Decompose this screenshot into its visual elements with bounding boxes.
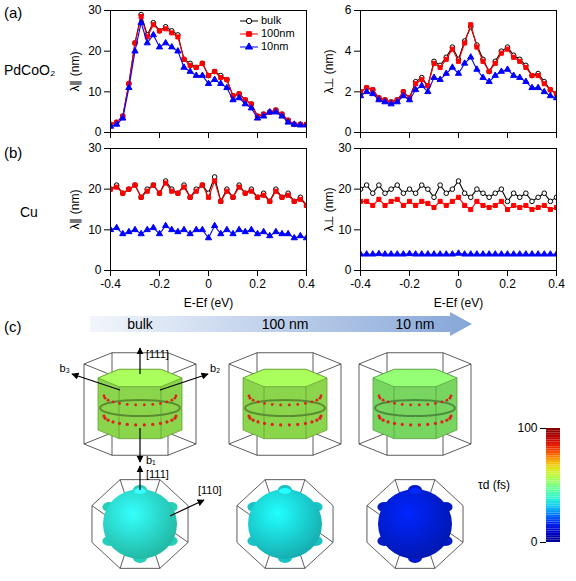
svg-text:-0.4: -0.4 [100,277,121,291]
svg-text:λ⊥ (nm): λ⊥ (nm) [322,50,336,94]
svg-text:0: 0 [95,263,102,277]
svg-text:0.2: 0.2 [499,277,516,291]
svg-text:2: 2 [345,85,352,99]
svg-text:100: 100 [517,421,537,435]
svg-text:10 nm: 10 nm [396,316,435,332]
html-text:(a): (a) [4,4,23,21]
svg-text:100 nm: 100 nm [262,316,309,332]
html-text:10nm: 10nm [261,40,289,52]
svg-text:λ∥ (nm): λ∥ (nm) [68,190,82,230]
svg-text:0.4: 0.4 [548,277,565,291]
html-text:(b): (b) [4,144,23,161]
html-text:τd (fs): τd (fs) [478,478,511,492]
svg-text:0.2: 0.2 [249,277,266,291]
svg-text:6: 6 [345,3,352,17]
html-text:bulk: bulk [261,14,282,26]
svg-text:0.4: 0.4 [298,277,315,291]
svg-text:0: 0 [345,263,352,277]
svg-text:10: 10 [338,223,352,237]
svg-text:E-Ef (eV): E-Ef (eV) [434,296,483,310]
svg-text:bulk: bulk [127,316,154,332]
svg-text:-0.2: -0.2 [149,277,170,291]
svg-text:[111]: [111] [146,348,169,360]
svg-text:0: 0 [345,125,352,139]
svg-text:20: 20 [88,182,102,196]
svg-text:b₁: b₁ [146,454,156,466]
svg-text:E-Ef (eV): E-Ef (eV) [184,296,233,310]
svg-text:0: 0 [205,277,212,291]
html-text:Cu: Cu [20,204,38,220]
svg-text:10: 10 [88,223,102,237]
svg-text:λ⊥ (nm): λ⊥ (nm) [322,188,336,232]
svg-text:30: 30 [88,141,102,155]
svg-text:0: 0 [531,535,538,549]
svg-text:30: 30 [88,3,102,17]
svg-text:λ∥ (nm): λ∥ (nm) [68,52,82,92]
svg-text:-0.4: -0.4 [350,277,371,291]
svg-text:30: 30 [338,141,352,155]
svg-text:0: 0 [455,277,462,291]
svg-text:10: 10 [88,85,102,99]
svg-text:0: 0 [95,125,102,139]
svg-text:[110]: [110] [198,484,222,496]
svg-text:b₂: b₂ [210,362,220,374]
html-text:PdCoO₂: PdCoO₂ [4,62,56,78]
html-text:(c): (c) [4,318,22,335]
svg-text:20: 20 [338,182,352,196]
svg-text:20: 20 [88,44,102,58]
html-text:100nm: 100nm [261,27,295,39]
svg-text:[111]: [111] [146,468,169,480]
svg-text:b₃: b₃ [59,362,70,374]
svg-text:-0.2: -0.2 [399,277,420,291]
svg-text:4: 4 [345,44,352,58]
